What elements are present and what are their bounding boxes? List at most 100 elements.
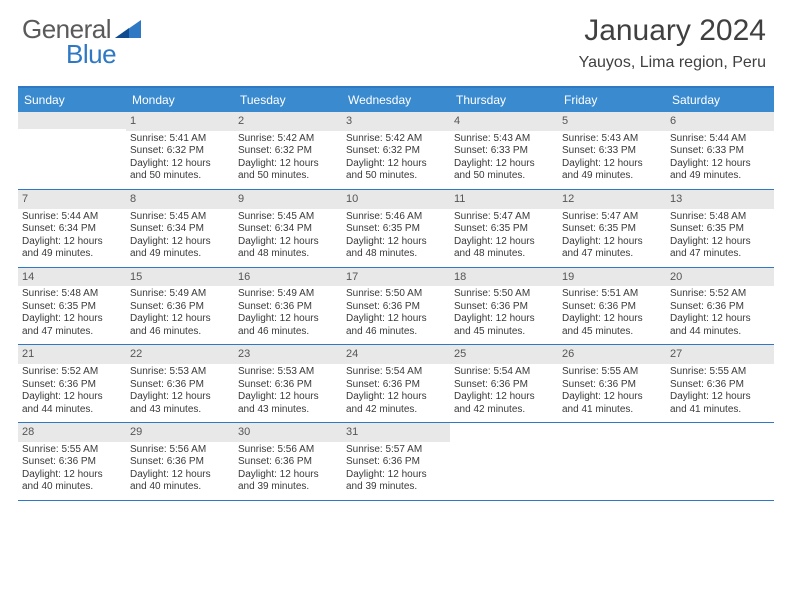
sunrise-line: Sunrise: 5:44 AM (670, 133, 770, 146)
day-number: 1 (126, 112, 234, 131)
daylight-line: Daylight: 12 hours and 39 minutes. (346, 469, 446, 494)
week-row: 7Sunrise: 5:44 AMSunset: 6:34 PMDaylight… (18, 190, 774, 268)
daylight-line: Daylight: 12 hours and 40 minutes. (22, 469, 122, 494)
sunset-line: Sunset: 6:36 PM (346, 379, 446, 392)
day-info: Sunrise: 5:55 AMSunset: 6:36 PMDaylight:… (18, 444, 126, 494)
day-number (18, 112, 126, 129)
sunrise-line: Sunrise: 5:47 AM (562, 211, 662, 224)
day-number: 19 (558, 268, 666, 287)
day-number: 13 (666, 190, 774, 209)
sunset-line: Sunset: 6:33 PM (670, 145, 770, 158)
day-info: Sunrise: 5:53 AMSunset: 6:36 PMDaylight:… (234, 366, 342, 416)
day-number: 27 (666, 345, 774, 364)
day-cell: 21Sunrise: 5:52 AMSunset: 6:36 PMDayligh… (18, 345, 126, 422)
day-number: 23 (234, 345, 342, 364)
sunrise-line: Sunrise: 5:51 AM (562, 288, 662, 301)
day-header-wednesday: Wednesday (342, 88, 450, 112)
daylight-line: Daylight: 12 hours and 44 minutes. (670, 313, 770, 338)
day-number: 3 (342, 112, 450, 131)
day-cell: 9Sunrise: 5:45 AMSunset: 6:34 PMDaylight… (234, 190, 342, 267)
sunrise-line: Sunrise: 5:50 AM (346, 288, 446, 301)
sunset-line: Sunset: 6:36 PM (670, 379, 770, 392)
sunset-line: Sunset: 6:36 PM (346, 456, 446, 469)
day-cell: 7Sunrise: 5:44 AMSunset: 6:34 PMDaylight… (18, 190, 126, 267)
sunset-line: Sunset: 6:33 PM (454, 145, 554, 158)
daylight-line: Daylight: 12 hours and 43 minutes. (130, 391, 230, 416)
day-number: 29 (126, 423, 234, 442)
sunset-line: Sunset: 6:36 PM (238, 379, 338, 392)
day-info: Sunrise: 5:54 AMSunset: 6:36 PMDaylight:… (342, 366, 450, 416)
sunrise-line: Sunrise: 5:49 AM (238, 288, 338, 301)
day-number: 7 (18, 190, 126, 209)
day-cell (450, 423, 558, 500)
day-cell (18, 112, 126, 189)
sunrise-line: Sunrise: 5:46 AM (346, 211, 446, 224)
sunset-line: Sunset: 6:36 PM (238, 456, 338, 469)
day-number (450, 423, 558, 440)
day-number: 2 (234, 112, 342, 131)
day-cell: 17Sunrise: 5:50 AMSunset: 6:36 PMDayligh… (342, 268, 450, 345)
day-info: Sunrise: 5:54 AMSunset: 6:36 PMDaylight:… (450, 366, 558, 416)
day-header-monday: Monday (126, 88, 234, 112)
day-info: Sunrise: 5:53 AMSunset: 6:36 PMDaylight:… (126, 366, 234, 416)
day-number (558, 423, 666, 440)
sunrise-line: Sunrise: 5:43 AM (454, 133, 554, 146)
day-cell: 19Sunrise: 5:51 AMSunset: 6:36 PMDayligh… (558, 268, 666, 345)
day-cell: 23 Sunrise: 5:53 AMSunset: 6:36 PMDayligh… (234, 345, 342, 422)
day-cell: 26Sunrise: 5:55 AMSunset: 6:36 PMDayligh… (558, 345, 666, 422)
sunrise-line: Sunrise: 5:45 AM (130, 211, 230, 224)
sunset-line: Sunset: 6:35 PM (562, 223, 662, 236)
daylight-line: Daylight: 12 hours and 50 minutes. (454, 158, 554, 183)
day-number: 25 (450, 345, 558, 364)
day-cell: 20Sunrise: 5:52 AMSunset: 6:36 PMDayligh… (666, 268, 774, 345)
day-cell: 8Sunrise: 5:45 AMSunset: 6:34 PMDaylight… (126, 190, 234, 267)
day-number: 22 (126, 345, 234, 364)
sunrise-line: Sunrise: 5:54 AM (346, 366, 446, 379)
day-info: Sunrise: 5:47 AMSunset: 6:35 PMDaylight:… (450, 211, 558, 261)
sunrise-line: Sunrise: 5:55 AM (22, 444, 122, 457)
daylight-line: Daylight: 12 hours and 39 minutes. (238, 469, 338, 494)
day-cell: 27Sunrise: 5:55 AMSunset: 6:36 PMDayligh… (666, 345, 774, 422)
sunset-line: Sunset: 6:33 PM (562, 145, 662, 158)
day-cell: 28Sunrise: 5:55 AMSunset: 6:36 PMDayligh… (18, 423, 126, 500)
week-row: 1Sunrise: 5:41 AMSunset: 6:32 PMDaylight… (18, 112, 774, 190)
day-info: Sunrise: 5:49 AMSunset: 6:36 PMDaylight:… (234, 288, 342, 338)
day-cell: 12 Sunrise: 5:47 AMSunset: 6:35 PMDayligh… (558, 190, 666, 267)
sunrise-line: Sunrise: 5:43 AM (562, 133, 662, 146)
day-number: 10 (342, 190, 450, 209)
day-number: 4 (450, 112, 558, 131)
day-cell: 24Sunrise: 5:54 AMSunset: 6:36 PMDayligh… (342, 345, 450, 422)
day-cell: 13Sunrise: 5:48 AMSunset: 6:35 PMDayligh… (666, 190, 774, 267)
day-cell (558, 423, 666, 500)
logo-triangle-icon (115, 20, 141, 38)
day-info: Sunrise: 5:52 AMSunset: 6:36 PMDaylight:… (666, 288, 774, 338)
sunset-line: Sunset: 6:35 PM (346, 223, 446, 236)
day-cell: 3Sunrise: 5:42 AMSunset: 6:32 PMDaylight… (342, 112, 450, 189)
day-info: Sunrise: 5:47 AMSunset: 6:35 PMDaylight:… (558, 211, 666, 261)
sunrise-line: Sunrise: 5:50 AM (454, 288, 554, 301)
day-info: Sunrise: 5:50 AMSunset: 6:36 PMDaylight:… (450, 288, 558, 338)
daylight-line: Daylight: 12 hours and 46 minutes. (130, 313, 230, 338)
sunrise-line: Sunrise: 5:53 AM (238, 366, 338, 379)
calendar: Sunday Monday Tuesday Wednesday Thursday… (18, 86, 774, 501)
sunrise-line: Sunrise: 5:55 AM (670, 366, 770, 379)
sunrise-line: Sunrise: 5:44 AM (22, 211, 122, 224)
daylight-line: Daylight: 12 hours and 50 minutes. (130, 158, 230, 183)
day-info: Sunrise: 5:43 AMSunset: 6:33 PMDaylight:… (558, 133, 666, 183)
day-number: 14 (18, 268, 126, 287)
day-cell: 1Sunrise: 5:41 AMSunset: 6:32 PMDaylight… (126, 112, 234, 189)
day-header-sunday: Sunday (18, 88, 126, 112)
day-cell (666, 423, 774, 500)
day-info: Sunrise: 5:45 AMSunset: 6:34 PMDaylight:… (126, 211, 234, 261)
day-cell: 2Sunrise: 5:42 AMSunset: 6:32 PMDaylight… (234, 112, 342, 189)
sunrise-line: Sunrise: 5:49 AM (130, 288, 230, 301)
sunrise-line: Sunrise: 5:48 AM (670, 211, 770, 224)
daylight-line: Daylight: 12 hours and 48 minutes. (454, 236, 554, 261)
day-number: 12 (558, 190, 666, 209)
daylight-line: Daylight: 12 hours and 46 minutes. (346, 313, 446, 338)
sunrise-line: Sunrise: 5:56 AM (238, 444, 338, 457)
day-cell: 31Sunrise: 5:57 AMSunset: 6:36 PMDayligh… (342, 423, 450, 500)
day-cell: 11Sunrise: 5:47 AMSunset: 6:35 PMDayligh… (450, 190, 558, 267)
day-header-saturday: Saturday (666, 88, 774, 112)
logo-word-blue: Blue (66, 39, 141, 70)
